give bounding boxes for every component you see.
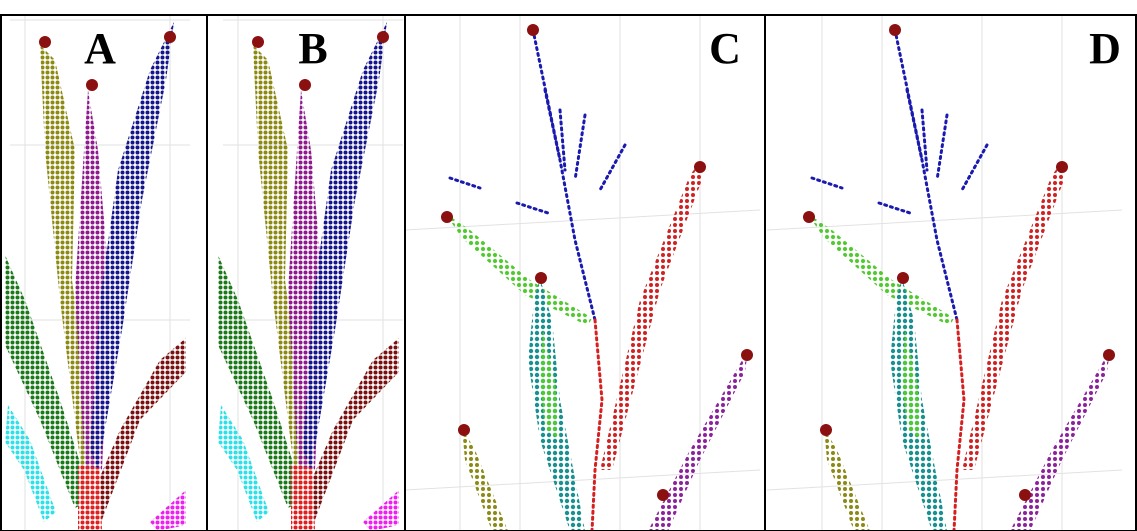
panel-c-cloud (405, 15, 762, 531)
panel-label: C (709, 24, 741, 73)
panel-label: A (84, 24, 116, 73)
panel-label: D (1089, 24, 1121, 73)
panel-d-cloud (765, 15, 1124, 531)
panel-label: B (298, 24, 327, 73)
panel-b-cloud (217, 15, 404, 531)
panel-a-cloud (4, 15, 191, 531)
panel-borders (0, 14, 1137, 531)
